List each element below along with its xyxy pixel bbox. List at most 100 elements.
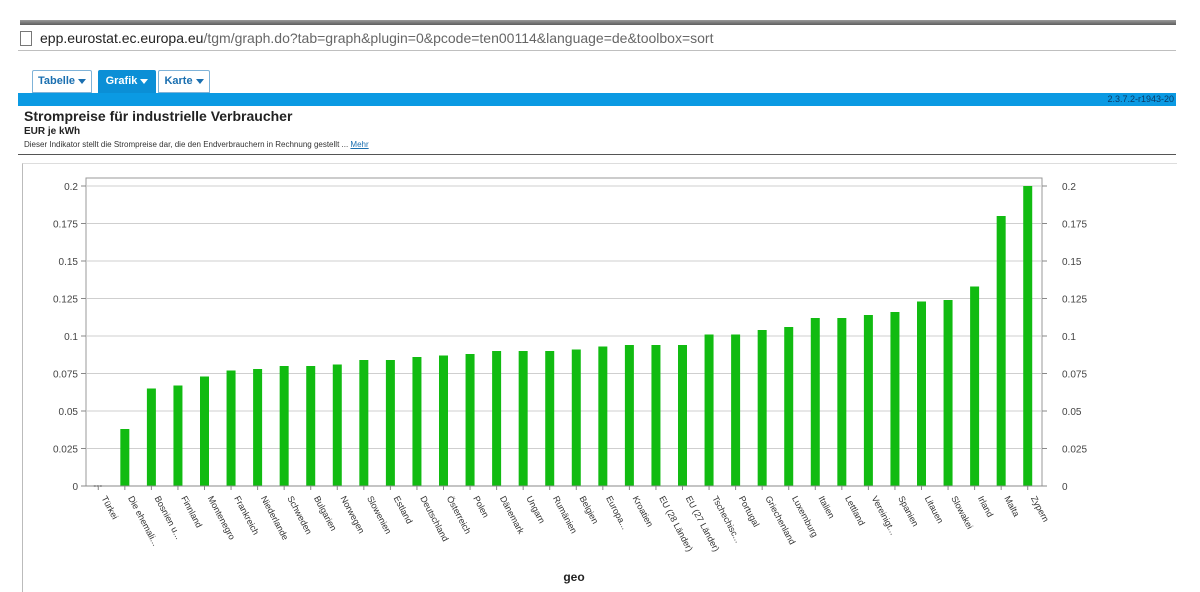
- description: Dieser Indikator stellt die Strompreise …: [24, 140, 369, 149]
- x-tick-label: Europa...: [604, 494, 630, 531]
- bar: [917, 301, 926, 486]
- bar: [970, 286, 980, 486]
- x-tick-label: Ungarn: [524, 494, 547, 525]
- x-tick-label: Irland: [976, 494, 995, 519]
- x-tick-label: Spanien: [896, 494, 920, 528]
- x-tick-label: Italien: [817, 494, 837, 520]
- y-tick-label: 0.05: [59, 407, 79, 418]
- x-tick-label: Estland: [392, 494, 415, 525]
- x-tick-label: Malta: [1002, 494, 1021, 518]
- chart-panel: [22, 163, 1177, 592]
- tab-grafik-label: Grafik: [105, 75, 138, 87]
- tab-tabelle-label: Tabelle: [37, 75, 76, 87]
- y-tick-label-right: 0.175: [1062, 220, 1087, 231]
- bar: [492, 351, 502, 486]
- bar: [784, 327, 794, 486]
- url-path: /tgm/graph.do?tab=graph&plugin=0&pcode=t…: [203, 30, 714, 46]
- description-text: Dieser Indikator stellt die Strompreise …: [24, 140, 349, 149]
- bar: [996, 216, 1006, 486]
- x-axis-title: geo: [563, 570, 584, 584]
- y-tick-label: 0.075: [53, 370, 78, 381]
- bar: [385, 360, 395, 486]
- y-tick-label: 0.125: [53, 295, 78, 306]
- x-tick-label: Frankreich: [232, 494, 261, 536]
- more-link[interactable]: Mehr: [350, 140, 369, 149]
- header-divider: [18, 154, 1176, 155]
- bar: [306, 366, 316, 486]
- bar: [678, 345, 687, 486]
- chevron-down-icon: [195, 78, 204, 84]
- page-icon: [20, 31, 32, 46]
- bar: [757, 330, 767, 486]
- tab-karte-label: Karte: [164, 75, 193, 87]
- x-tick-label: Finnland: [179, 494, 204, 529]
- x-tick-label: Vereinigt...: [870, 494, 899, 536]
- x-tick-label: Niederlande: [259, 494, 291, 542]
- bar: [545, 351, 555, 486]
- y-tick-label-right: 0.025: [1062, 445, 1087, 456]
- address-bar[interactable]: epp.eurostat.ec.europa.eu/tgm/graph.do?t…: [18, 28, 1176, 51]
- bar: [412, 357, 422, 486]
- x-tick-label: Deutschland: [418, 494, 450, 543]
- tab-tabelle[interactable]: Tabelle: [32, 70, 92, 93]
- tab-karte[interactable]: Karte: [158, 70, 210, 93]
- x-tick-label: Österreich: [445, 494, 473, 535]
- y-tick-label: 0.15: [59, 257, 79, 268]
- bar: [810, 318, 820, 486]
- x-tick-label: Bulgarien: [312, 494, 339, 532]
- x-tick-label: Belgien: [578, 494, 601, 525]
- bar: [465, 354, 475, 486]
- x-tick-label: Slowenien: [365, 494, 393, 535]
- chevron-down-icon: [78, 78, 87, 84]
- page-title: Strompreise für industrielle Verbraucher: [24, 108, 293, 124]
- y-tick-label: 0.025: [53, 445, 78, 456]
- bar: [598, 346, 608, 486]
- x-tick-label: Rumänien: [551, 494, 579, 535]
- bar: [332, 364, 342, 486]
- unit-label: EUR je kWh: [24, 126, 81, 137]
- x-tick-label: Norwegen: [339, 494, 367, 535]
- window-edge: [20, 20, 1176, 25]
- y-tick-label-right: 0: [1062, 482, 1068, 493]
- x-tick-label: Polen: [471, 494, 491, 519]
- tab-content-bar: 2.3.7.2-r1943-20: [18, 93, 1176, 106]
- bar: [253, 369, 263, 486]
- y-tick-label: 0.1: [64, 332, 78, 343]
- bar: [359, 360, 369, 486]
- bar: [439, 355, 448, 486]
- x-tick-label: Montenegro: [206, 494, 237, 541]
- x-tick-label: Bosnien u...: [153, 494, 184, 541]
- bar: [571, 349, 581, 486]
- x-tick-label: Portugal: [737, 494, 762, 528]
- bar: [943, 300, 953, 486]
- x-tick-label: Litauen: [923, 494, 946, 525]
- bar: [279, 366, 289, 486]
- y-tick-label-right: 0.15: [1062, 257, 1082, 268]
- y-tick-label-right: 0.1: [1062, 332, 1076, 343]
- x-tick-label: Lettland: [843, 494, 867, 527]
- bar: [518, 351, 528, 486]
- version-label: 2.3.7.2-r1943-20: [1107, 94, 1174, 104]
- y-tick-label: 0.175: [53, 220, 78, 231]
- chevron-down-icon: [140, 78, 149, 84]
- bar: [173, 385, 183, 486]
- x-tick-label: Slowakei: [949, 494, 975, 531]
- tab-grafik[interactable]: Grafik: [98, 70, 156, 93]
- y-tick-label: 0: [72, 482, 78, 493]
- y-tick-label-right: 0.125: [1062, 295, 1087, 306]
- x-tick-label: Luxemburg: [790, 494, 820, 538]
- bar: [200, 376, 209, 486]
- y-tick-label-right: 0.05: [1062, 407, 1082, 418]
- bar: [146, 388, 156, 486]
- bar: [226, 370, 236, 486]
- address-url[interactable]: epp.eurostat.ec.europa.eu/tgm/graph.do?t…: [40, 30, 713, 46]
- bar: [731, 334, 741, 486]
- bar: [837, 318, 847, 486]
- x-tick-label: Zypern: [1029, 494, 1051, 523]
- x-tick-label: Türkei: [100, 494, 121, 521]
- x-tick-label: Dänemark: [498, 494, 527, 536]
- y-tick-label-right: 0.075: [1062, 370, 1087, 381]
- y-tick-label: 0.2: [64, 182, 78, 193]
- browser-top-strip: [0, 0, 1200, 26]
